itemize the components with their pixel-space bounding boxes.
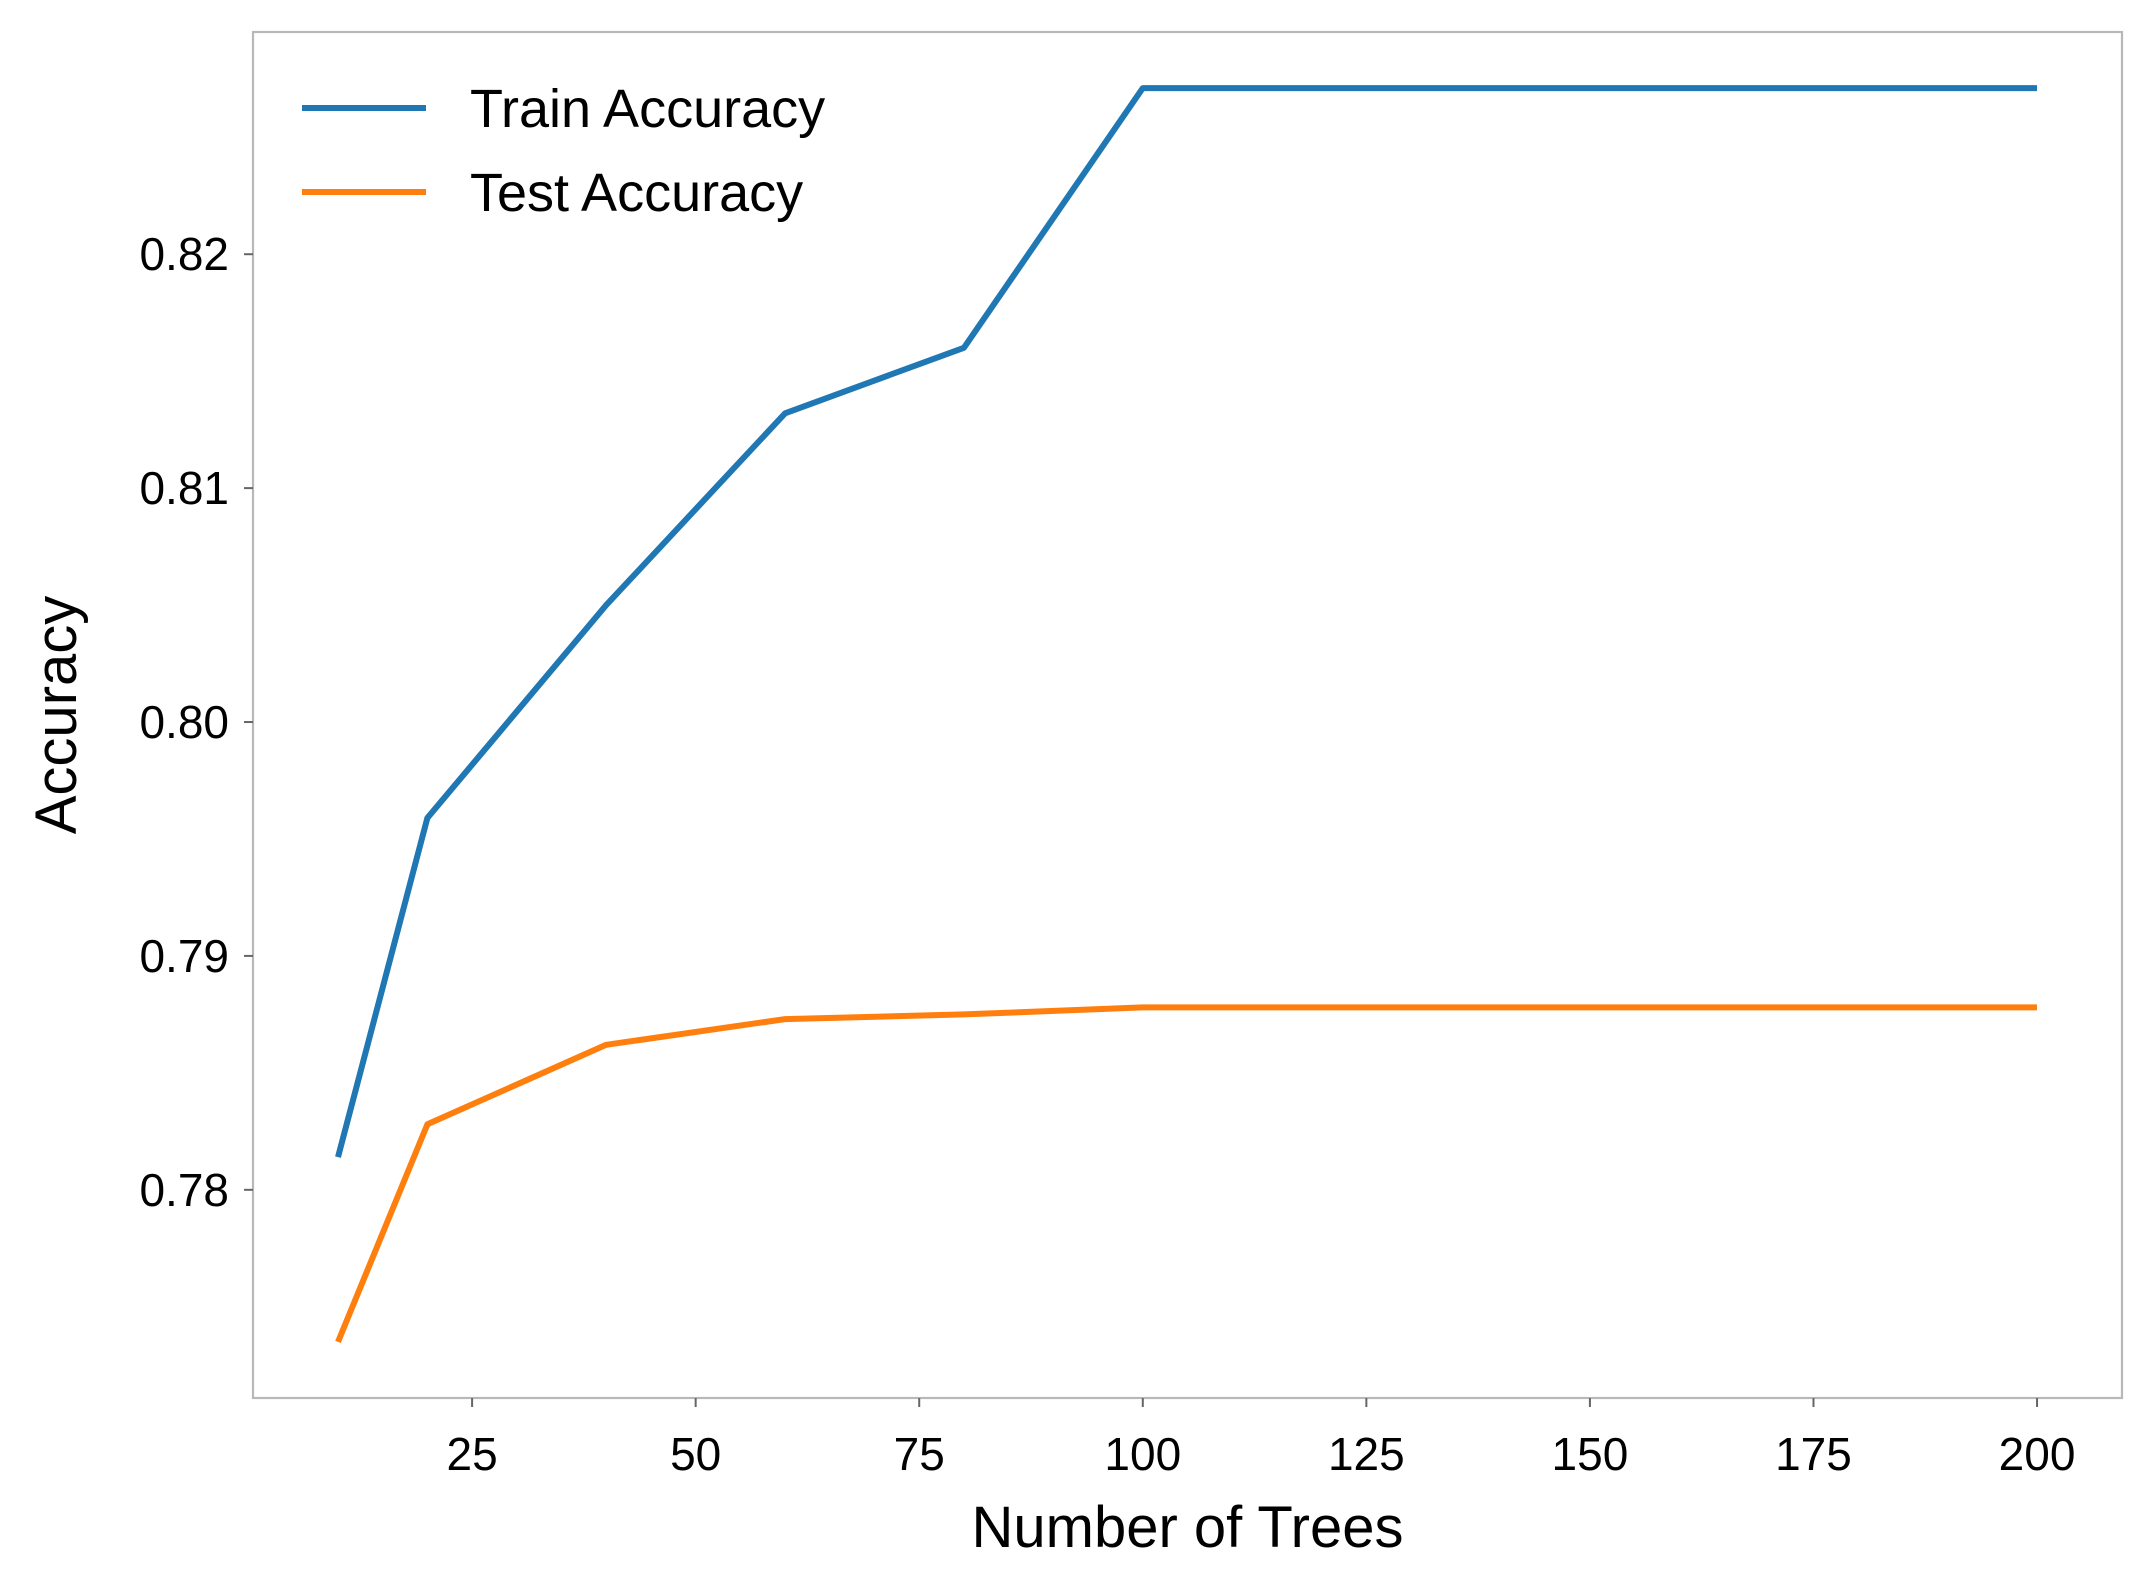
y-axis-title: Accuracy — [24, 596, 89, 835]
y-tick-label: 0.82 — [139, 228, 229, 280]
x-tick-label: 50 — [670, 1428, 721, 1480]
x-tick-label: 100 — [1104, 1428, 1181, 1480]
x-tick-label: 200 — [1999, 1428, 2076, 1480]
x-tick-label: 125 — [1328, 1428, 1405, 1480]
series-line-train-accuracy — [335, 85, 2037, 1158]
axes: 25 50 75 100 125 150 175 200 0.78 0.79 0.80 0.81 0.8… — [139, 228, 2075, 1480]
y-tick-label: 0.79 — [139, 930, 229, 982]
x-tick-label: 150 — [1552, 1428, 1629, 1480]
legend-label-test: Test Accuracy — [470, 163, 803, 223]
plot-frame — [251, 30, 2124, 1400]
x-tick-label: 75 — [894, 1428, 945, 1480]
y-tick-label: 0.81 — [139, 462, 229, 514]
legend-label-train: Train Accuracy — [470, 79, 825, 139]
y-tick-label: 0.80 — [139, 696, 229, 748]
plot-area — [251, 30, 2124, 1400]
x-tick-label: 25 — [447, 1428, 498, 1480]
series-lines — [335, 85, 2037, 1344]
x-tick-label: 175 — [1775, 1428, 1852, 1480]
x-axis-title: Number of Trees — [972, 1495, 1404, 1560]
series-line-test-accuracy — [335, 1004, 2037, 1344]
y-tick-label: 0.78 — [139, 1164, 229, 1216]
legend: Train Accuracy Test Accuracy — [302, 79, 825, 223]
